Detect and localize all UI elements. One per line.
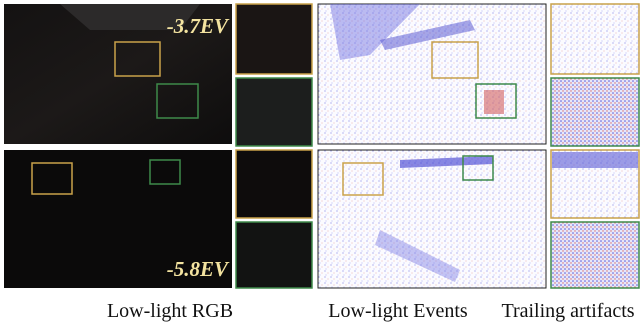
crop [551,222,639,288]
exposure-label: -5.8EV [167,257,230,281]
crop [236,150,312,218]
caption: Low-light RGB [107,300,233,322]
rgb-column: -3.7EV -5.8EV [4,4,232,288]
event-edge [552,152,638,168]
caption: Trailing artifacts [501,300,634,322]
crop [236,4,312,74]
figure: -3.7EV -5.8EV Low-light RGB Low-light Ev… [0,0,643,326]
crop [551,4,639,74]
rgb-crops [236,4,312,288]
crop [551,78,639,146]
caption: Low-light Events [328,300,468,322]
event-blob [484,90,504,114]
event-crops [551,4,639,288]
crop [236,78,312,146]
exposure-label: -3.7EV [167,14,230,38]
event-column [318,4,546,288]
crop [236,222,312,288]
